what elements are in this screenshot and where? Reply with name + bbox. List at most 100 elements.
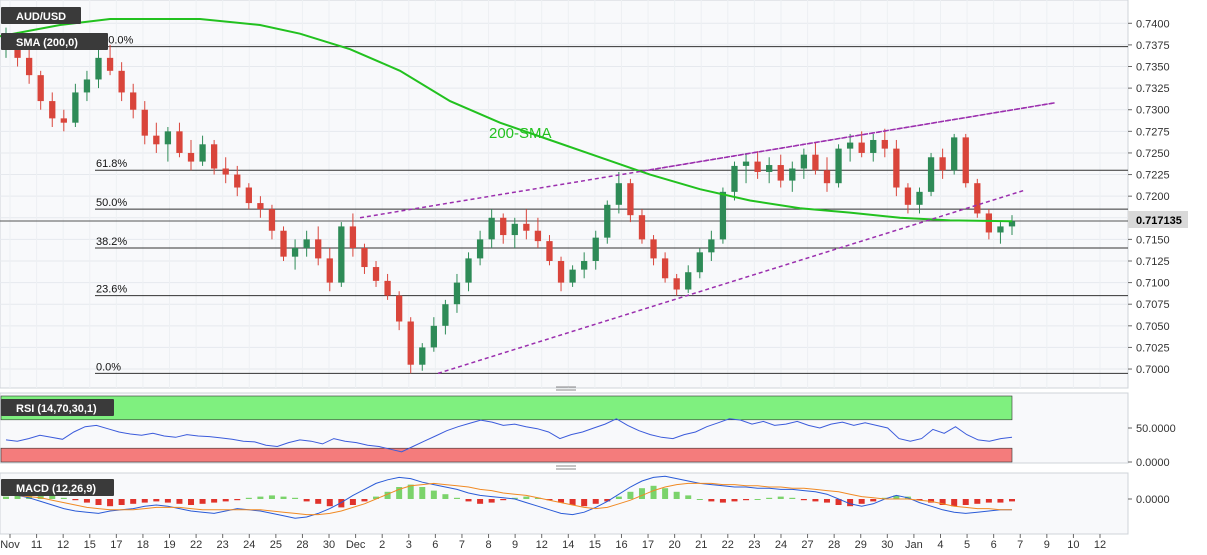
- candle-body: [199, 144, 206, 162]
- candle-body: [291, 248, 299, 257]
- candle-body: [557, 260, 565, 283]
- fibonacci-levels: 100.0%61.8%50.0%38.2%23.6%0.0%: [95, 35, 1128, 374]
- macd-hist-bar: [893, 495, 900, 499]
- candle-body: [1008, 221, 1016, 227]
- symbol-legend[interactable]: AUD/USD: [1, 7, 81, 24]
- candle-body: [777, 165, 784, 181]
- candle-body: [37, 75, 44, 102]
- time-axis: Nov 11 12 15 17 18 19 22 23 24 25 28 30 Dec 2 3 6 7 8 9 12 14…: [0, 534, 1106, 551]
- candle-body: [72, 92, 79, 123]
- panel-resize-handle[interactable]: [556, 386, 576, 391]
- macd-hist-bar: [939, 499, 946, 505]
- macd-hist-bar: [800, 499, 807, 501]
- candle-body: [927, 157, 935, 192]
- macd-hist-bar: [234, 499, 241, 501]
- time-tick-label: 27: [801, 539, 813, 551]
- macd-hist-bar: [60, 497, 67, 499]
- price-tick-label: 0.7025: [1136, 342, 1170, 354]
- fib-level-label: 61.8%: [96, 158, 127, 170]
- rsi-overbought-zone: [0, 395, 1013, 421]
- time-tick-label: 25: [270, 539, 282, 551]
- macd-hist-bar: [199, 499, 206, 504]
- candle-body: [465, 258, 472, 283]
- macd-hist-bar: [638, 488, 645, 499]
- rsi-legend[interactable]: RSI (14,70,30,1): [1, 399, 114, 416]
- macd-hist-bar: [523, 496, 530, 499]
- macd-axis: 0.0000: [1128, 494, 1170, 506]
- macd-hist-bar: [338, 499, 345, 508]
- time-tick-label: 17: [642, 539, 654, 551]
- macd-hist-bar: [997, 499, 1004, 503]
- trendline-rising-resistance: [647, 102, 1056, 171]
- candle-body: [453, 282, 461, 305]
- time-tick-label: 29: [855, 539, 867, 551]
- candle-body: [384, 280, 391, 296]
- candle-body: [615, 183, 622, 205]
- candle-body: [488, 217, 495, 240]
- candle-body: [361, 248, 368, 268]
- candle-body: [685, 272, 692, 290]
- sma-200-line: [0, 18, 1013, 223]
- macd-hist-bar: [789, 497, 796, 499]
- candle-body: [372, 267, 380, 281]
- macd-hist-bar: [453, 497, 460, 499]
- rsi-tick-label: 50.0000: [1136, 423, 1176, 435]
- rsi-axis: 50.0000 0.0000: [1128, 423, 1176, 469]
- candle-body: [222, 168, 229, 175]
- last-price-value: 0.717135: [1136, 215, 1182, 227]
- panel-resize-handle-2[interactable]: [556, 465, 576, 470]
- candle-body: [511, 223, 518, 236]
- candle-body: [789, 168, 796, 181]
- sma-legend[interactable]: SMA (200,0): [1, 33, 108, 50]
- candle-body: [534, 230, 542, 242]
- macd-hist-bar: [222, 499, 229, 502]
- macd-hist-bar: [916, 499, 923, 501]
- rsi-line: [5, 418, 1013, 453]
- macd-hist-bar: [488, 499, 495, 503]
- macd-hist-bar: [3, 496, 9, 499]
- fib-level-label: 23.6%: [96, 284, 127, 296]
- candle-body: [141, 109, 148, 136]
- price-tick-label: 0.7000: [1136, 364, 1170, 376]
- macd-legend[interactable]: MACD (12,26,9): [1, 479, 114, 496]
- candle-body: [60, 118, 67, 123]
- candle-body: [916, 191, 923, 205]
- candlesticks: [2, 27, 1016, 374]
- time-tick-label: 30: [323, 539, 335, 551]
- macd-signal-line: [6, 482, 1012, 516]
- macd-hist-bar: [558, 499, 565, 503]
- candle-body: [315, 239, 322, 259]
- macd-hist-bar: [592, 499, 599, 504]
- price-tick-label: 0.7200: [1136, 191, 1170, 203]
- candle-body: [280, 230, 287, 257]
- fib-level-label: 50.0%: [96, 197, 127, 209]
- time-tick-label: 23: [748, 539, 760, 551]
- sma-annotation: 200-SMA: [489, 125, 552, 142]
- macd-hist-bar: [361, 499, 368, 502]
- macd-hist-bar: [928, 499, 935, 503]
- symbol-label: AUD/USD: [16, 11, 66, 23]
- candle-body: [708, 239, 715, 253]
- sma-legend-label: SMA (200,0): [16, 37, 78, 49]
- macd-hist-bar: [500, 499, 507, 501]
- trendlines: [359, 102, 1056, 375]
- macd-hist-bar: [442, 494, 449, 499]
- macd-hist-bar: [546, 499, 553, 501]
- macd-hist-bar: [1009, 499, 1015, 502]
- candle-body: [962, 137, 969, 184]
- macd-hist-bar: [268, 495, 275, 499]
- fib-level-label: 0.0%: [96, 361, 121, 373]
- time-tick-label: 9: [512, 539, 518, 551]
- time-tick-label: 28: [828, 539, 840, 551]
- candle-body: [349, 226, 357, 249]
- trendline-upper-channel: [359, 102, 1056, 219]
- macd-hist-bar: [719, 499, 726, 503]
- time-tick-label: 7: [459, 539, 465, 551]
- macd-hist-bar: [396, 487, 403, 499]
- macd-hist-bar: [72, 499, 79, 501]
- macd-hist-bar: [835, 499, 842, 505]
- time-tick-label: 2: [379, 539, 385, 551]
- macd-hist-bar: [315, 499, 322, 504]
- time-tick-label: 20: [669, 539, 681, 551]
- candle-body: [974, 183, 981, 214]
